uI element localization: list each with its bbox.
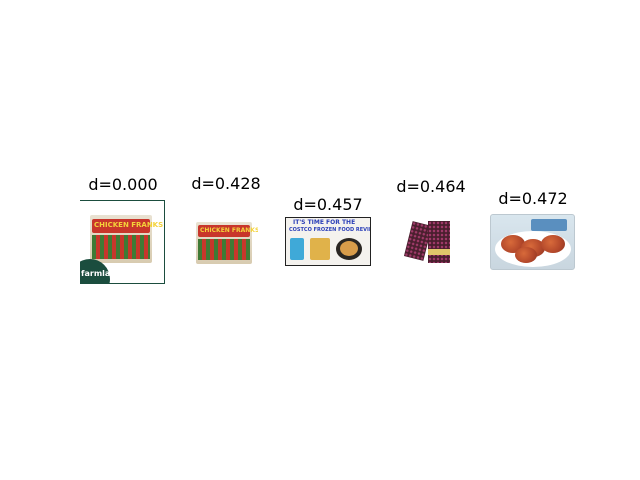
package-label-band [92,219,150,233]
crab-cake-image [515,247,537,263]
poster-title-text: IT'S TIME FOR THE [293,219,356,226]
brand-name-text: farmland [81,269,122,278]
poster-subtitle-text: COSTCO FROZEN FOOD REVIEW [289,227,371,233]
crab-cake-image [541,235,565,253]
poster-image [340,241,358,256]
product-name-text: CHICKEN FRANKS [200,227,258,234]
distance-label: d=0.472 [498,189,568,208]
chocolate-label-band [428,249,450,255]
distance-label: d=0.428 [191,174,261,193]
chocolate-bar-image [428,221,450,263]
package-label-band [198,225,250,237]
poster-image [290,238,304,260]
result-thumbnail: IT'S TIME FOR THE COSTCO FROZEN FOOD REV… [285,217,371,266]
distance-label: d=0.457 [293,195,363,214]
result-thumbnail: CHICKEN FRANKS farmland [80,200,165,284]
package-pattern [92,235,150,259]
poster-image [310,238,330,260]
result-thumbnail [404,219,454,265]
product-name-text: CHICKEN FRANKS [94,221,164,229]
distance-label: d=0.000 [88,175,158,194]
box-label [531,219,567,231]
package-pattern [198,239,250,260]
result-thumbnail [490,214,575,270]
distance-label: d=0.464 [396,177,466,196]
result-thumbnail: CHICKEN FRANKS [192,216,258,270]
